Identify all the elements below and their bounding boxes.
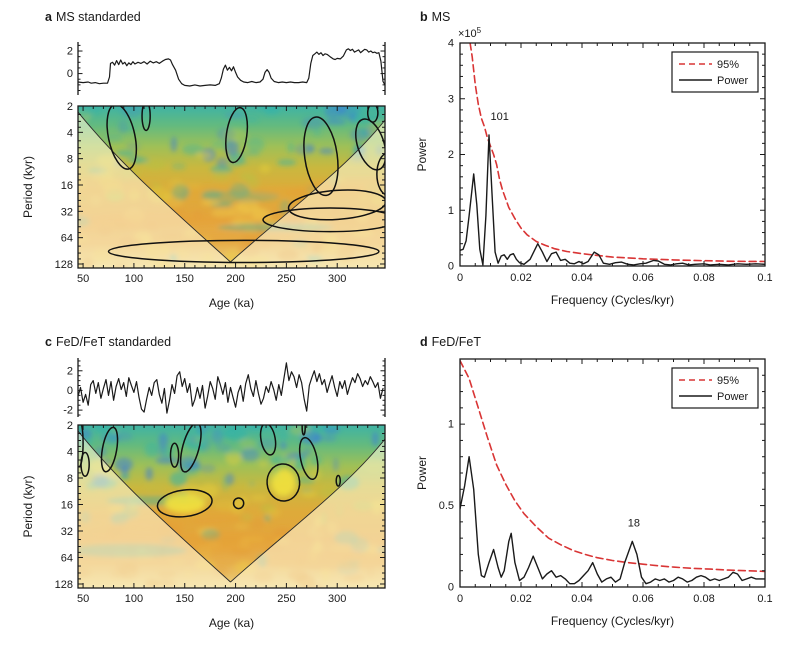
panel-d-letter: d xyxy=(420,335,428,349)
panel-d-title-text: FeD/FeT xyxy=(431,335,481,349)
svg-text:Age (ka): Age (ka) xyxy=(209,296,254,310)
svg-text:0.5: 0.5 xyxy=(439,500,454,512)
svg-text:Period (kyr): Period (kyr) xyxy=(21,156,35,218)
svg-text:0: 0 xyxy=(67,385,73,397)
svg-text:2: 2 xyxy=(448,149,454,161)
panel-c-letter: c xyxy=(45,335,52,349)
panel-b-title: b MS xyxy=(420,10,450,24)
svg-text:0.04: 0.04 xyxy=(571,593,592,605)
svg-text:100: 100 xyxy=(125,593,143,605)
svg-text:0: 0 xyxy=(448,261,454,273)
panel-b-spectrum-peak-label: 101 xyxy=(490,111,508,123)
svg-text:16: 16 xyxy=(61,180,73,192)
svg-text:-2: -2 xyxy=(63,405,73,417)
svg-text:Period (kyr): Period (kyr) xyxy=(21,475,35,537)
panel-b-title-text: MS xyxy=(431,10,451,24)
panel-c-wavelet: 50 100 150 200 250 300 2 4 8 16 32 64 128 Age (ka) Per… xyxy=(21,420,386,630)
svg-text:200: 200 xyxy=(226,593,244,605)
panel-d-spectrum-legend: 95% Power xyxy=(671,367,759,409)
panel-b-spectrum: 0 0.02 0.04 0.06 0.08 0.1 0 1 2 3 4 ×105 Frequency (… xyxy=(415,26,773,307)
panel-d-spectrum-series xyxy=(460,359,765,585)
panel-d-spectrum: 0 0.02 0.04 0.06 0.08 0.1 0 0.5 1 Frequency (Cycl… xyxy=(415,358,773,628)
svg-text:50: 50 xyxy=(77,273,89,285)
svg-text:2: 2 xyxy=(67,420,73,432)
svg-text:0.04: 0.04 xyxy=(571,272,592,284)
svg-text:150: 150 xyxy=(176,593,194,605)
svg-text:Power: Power xyxy=(717,391,749,403)
panel-d-title: d FeD/FeT xyxy=(420,335,481,349)
svg-text:4: 4 xyxy=(67,127,73,139)
svg-text:150: 150 xyxy=(176,273,194,285)
svg-text:4: 4 xyxy=(67,447,73,459)
svg-text:8: 8 xyxy=(67,154,73,166)
panel-d-spectrum-peak-label: 18 xyxy=(628,518,640,530)
svg-text:95%: 95% xyxy=(717,59,739,71)
svg-text:32: 32 xyxy=(61,526,73,538)
svg-text:2: 2 xyxy=(67,46,73,58)
svg-text:16: 16 xyxy=(61,500,73,512)
svg-text:Age (ka): Age (ka) xyxy=(209,616,254,630)
panel-c-title-text: FeD/FeT standarded xyxy=(55,335,172,349)
svg-text:Frequency (Cycles/kyr): Frequency (Cycles/kyr) xyxy=(551,293,674,307)
svg-text:Power: Power xyxy=(415,137,429,171)
svg-text:64: 64 xyxy=(61,553,73,565)
svg-text:0.06: 0.06 xyxy=(632,593,653,605)
panel-b-spectrum-legend: 95% Power xyxy=(671,51,759,93)
svg-text:3: 3 xyxy=(448,93,454,105)
svg-text:0.1: 0.1 xyxy=(757,593,772,605)
svg-text:0: 0 xyxy=(457,272,463,284)
svg-text:Power: Power xyxy=(415,456,429,490)
panel-a-series-curve xyxy=(78,48,385,87)
svg-text:0: 0 xyxy=(67,68,73,80)
svg-text:0.06: 0.06 xyxy=(632,272,653,284)
svg-text:128: 128 xyxy=(55,259,73,271)
svg-text:0.02: 0.02 xyxy=(510,272,531,284)
svg-text:0: 0 xyxy=(448,582,454,594)
svg-text:300: 300 xyxy=(328,593,346,605)
svg-text:8: 8 xyxy=(67,473,73,485)
svg-text:50: 50 xyxy=(77,593,89,605)
svg-text:250: 250 xyxy=(277,593,295,605)
svg-text:64: 64 xyxy=(61,233,73,245)
svg-text:1: 1 xyxy=(448,419,454,431)
panel-c-title: c FeD/FeT standarded xyxy=(45,335,171,349)
panel-a-series: 02 xyxy=(67,42,386,95)
svg-text:Power: Power xyxy=(717,75,749,87)
svg-text:100: 100 xyxy=(125,273,143,285)
panel-a-wavelet: 50 100 150 200 250 300 2 4 8 16 32 64 128 Age (ka) Per… xyxy=(21,101,386,310)
svg-text:200: 200 xyxy=(226,273,244,285)
svg-text:1: 1 xyxy=(448,205,454,217)
svg-text:0.08: 0.08 xyxy=(693,593,714,605)
svg-text:0: 0 xyxy=(457,593,463,605)
svg-text:0.08: 0.08 xyxy=(693,272,714,284)
svg-text:Frequency (Cycles/kyr): Frequency (Cycles/kyr) xyxy=(551,614,674,628)
svg-text:0.02: 0.02 xyxy=(510,593,531,605)
svg-text:4: 4 xyxy=(448,38,454,50)
panel-c-series: -2 0 2 xyxy=(63,358,386,417)
panel-a-letter: a xyxy=(45,10,52,24)
svg-text:250: 250 xyxy=(277,273,295,285)
svg-text:300: 300 xyxy=(328,273,346,285)
svg-text:128: 128 xyxy=(55,579,73,591)
svg-text:95%: 95% xyxy=(717,375,739,387)
panel-b-letter: b xyxy=(420,10,428,24)
svg-text:2: 2 xyxy=(67,101,73,113)
svg-text:0.1: 0.1 xyxy=(757,272,772,284)
svg-text:2: 2 xyxy=(67,365,73,377)
panel-a-title-text: MS standarded xyxy=(55,10,141,24)
panel-b-spectrum-exponent-label: ×105 xyxy=(458,26,482,40)
panel-a-title: a MS standarded xyxy=(45,10,141,24)
svg-text:32: 32 xyxy=(61,206,73,218)
panel-c-series-curve xyxy=(78,362,384,414)
panel-b-spectrum-series xyxy=(460,43,765,266)
